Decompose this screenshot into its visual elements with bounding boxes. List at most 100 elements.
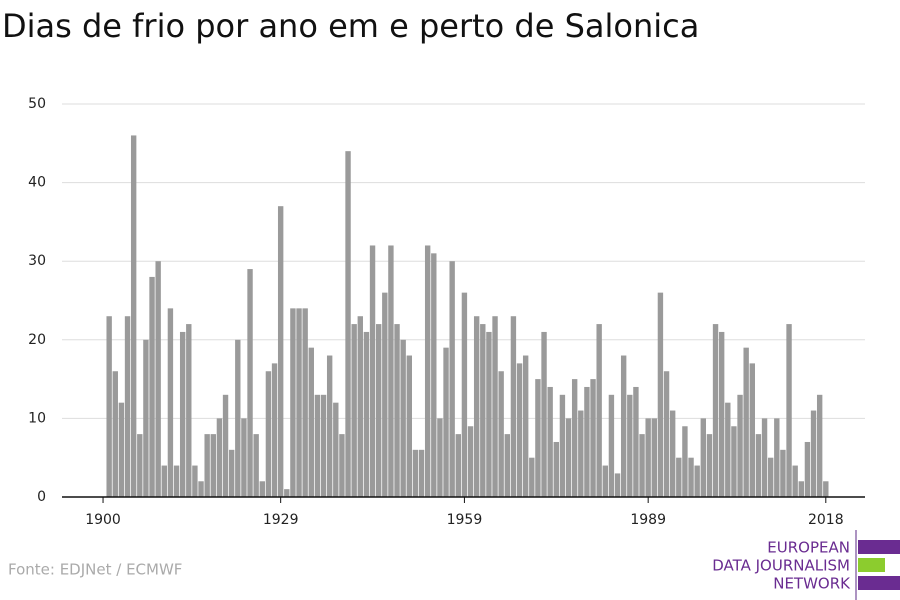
bar	[296, 308, 302, 497]
bar	[455, 434, 461, 497]
bar	[137, 434, 143, 497]
bar	[510, 316, 517, 497]
y-tick-label: 20	[28, 332, 46, 348]
bar	[774, 418, 780, 497]
bar	[155, 261, 161, 497]
bar	[431, 253, 437, 497]
bar	[608, 394, 615, 497]
x-tick-label: 1959	[447, 512, 483, 528]
bar	[339, 434, 345, 497]
bar	[106, 316, 112, 497]
bar	[620, 355, 627, 497]
bar	[559, 394, 566, 497]
bar	[786, 324, 792, 497]
bar	[522, 355, 529, 497]
bar	[700, 418, 706, 497]
bar	[639, 434, 645, 497]
logo-bar	[858, 576, 900, 590]
bar	[118, 402, 125, 497]
bar	[473, 316, 480, 497]
bar	[535, 379, 541, 497]
bar	[186, 324, 192, 497]
bar	[706, 434, 713, 497]
bar	[167, 308, 174, 497]
bar	[804, 441, 811, 497]
bar	[449, 261, 455, 497]
bar	[657, 292, 664, 497]
bar	[443, 347, 449, 497]
bar	[192, 465, 198, 497]
logo-text: DATA JOURNALISM	[712, 557, 850, 575]
bar	[333, 402, 339, 497]
bar	[737, 394, 743, 497]
bar	[718, 331, 725, 497]
bar	[553, 441, 559, 497]
bar	[798, 481, 804, 497]
x-tick-label: 1900	[85, 512, 121, 528]
bar	[755, 434, 762, 497]
bar	[363, 331, 370, 497]
logo-text: NETWORK	[773, 575, 851, 593]
bar	[614, 473, 621, 497]
bar	[712, 324, 719, 497]
bar	[394, 324, 400, 497]
y-tick-label: 30	[28, 253, 46, 269]
bar	[578, 410, 584, 497]
bar	[277, 206, 284, 497]
bar	[467, 426, 474, 497]
bar	[823, 481, 829, 497]
bar	[247, 269, 253, 497]
bar	[149, 276, 155, 497]
bar	[651, 418, 657, 497]
bar	[259, 481, 265, 497]
bar	[179, 331, 186, 497]
bar	[792, 465, 798, 497]
bar	[375, 324, 382, 497]
bar	[663, 371, 670, 497]
bar	[461, 292, 468, 497]
bar	[645, 418, 651, 497]
bar	[565, 418, 572, 497]
bar	[382, 292, 388, 497]
bar	[290, 308, 296, 497]
source: Fonte: EDJNet / ECMWF	[8, 561, 182, 579]
logo: EUROPEAN DATA JOURNALISM NETWORK	[712, 530, 900, 600]
y-tick-label: 50	[28, 96, 46, 112]
logo-text: EUROPEAN	[767, 539, 850, 557]
bar	[731, 426, 737, 497]
bar	[302, 308, 308, 497]
bar	[124, 316, 131, 497]
bar	[369, 245, 376, 497]
bar	[743, 347, 749, 497]
bar	[810, 410, 817, 497]
bar	[308, 347, 314, 497]
y-tick-label: 0	[37, 489, 46, 505]
bar	[424, 245, 431, 497]
bar	[228, 449, 235, 497]
bar	[694, 465, 700, 497]
bar	[780, 449, 786, 497]
bar	[406, 355, 412, 497]
bar	[682, 426, 688, 497]
logo-bar	[858, 540, 900, 554]
bar	[320, 394, 327, 497]
x-tick-label: 2018	[808, 512, 844, 528]
bar	[590, 379, 596, 497]
x-tick-label: 1929	[263, 512, 299, 528]
bar	[314, 394, 321, 497]
bar	[112, 371, 118, 497]
bar	[529, 457, 535, 497]
bar	[418, 449, 425, 497]
bar	[351, 324, 357, 497]
bar	[173, 465, 180, 497]
bar	[235, 339, 241, 497]
bar	[767, 457, 774, 497]
bar	[602, 465, 608, 497]
bar	[749, 363, 755, 497]
bar	[161, 465, 167, 497]
bar	[547, 386, 553, 497]
bar	[633, 386, 639, 497]
bar	[676, 457, 682, 497]
bar	[284, 489, 290, 497]
